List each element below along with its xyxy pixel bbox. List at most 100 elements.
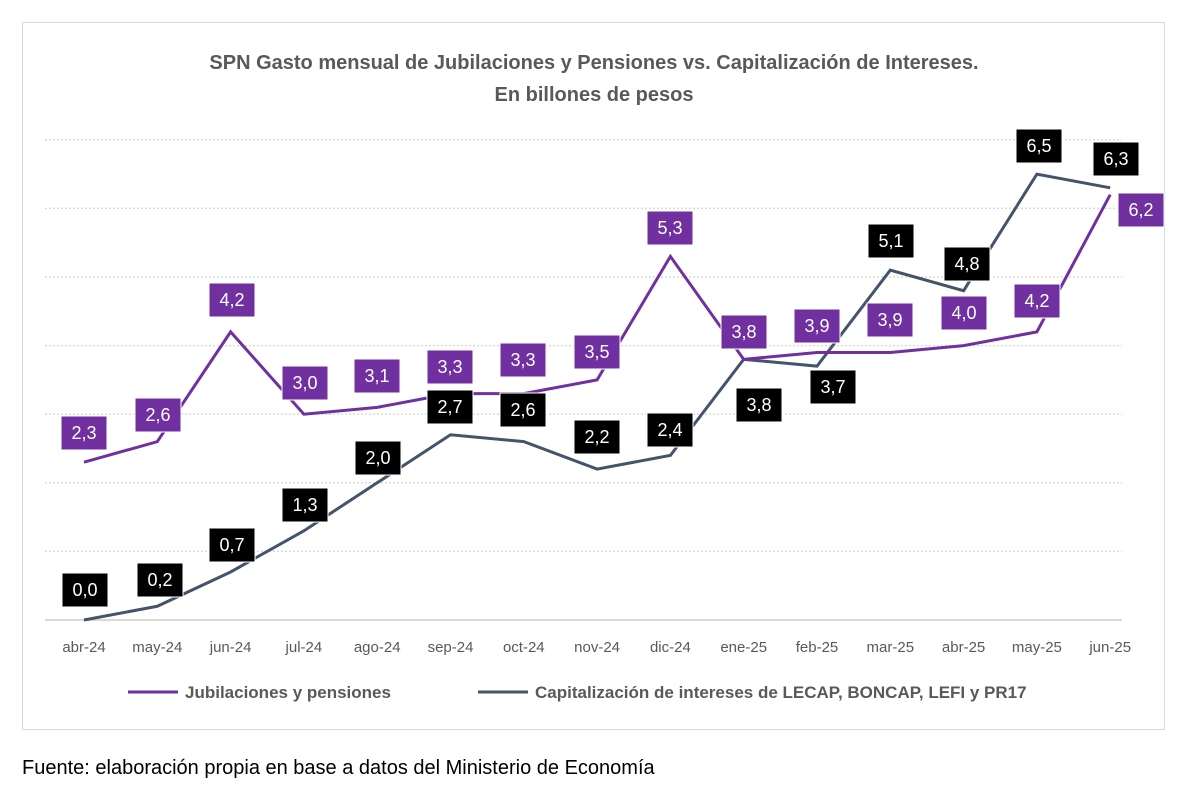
source-note: Fuente: elaboración propia en base a dat… — [22, 757, 655, 779]
data-label-box — [646, 210, 694, 246]
data-label: 2,3 — [60, 415, 108, 451]
data-label-box — [134, 397, 182, 433]
x-tick-label: dic-24 — [650, 639, 691, 656]
x-tick-label: may-24 — [132, 639, 182, 656]
data-label-text: 3,3 — [510, 350, 535, 370]
data-label: 3,9 — [866, 302, 914, 338]
x-tick-label: ago-24 — [354, 639, 401, 656]
data-label: 2,2 — [573, 419, 621, 455]
data-label: 3,8 — [720, 314, 768, 350]
legend-label-1: Capitalización de intereses de LECAP, BO… — [535, 683, 1027, 702]
data-label: 4,2 — [208, 282, 256, 318]
x-tick-label: oct-24 — [503, 639, 545, 656]
data-label: 6,2 — [1117, 192, 1165, 228]
chart-subtitle: En billones de pesos — [494, 84, 694, 106]
x-tick-label: abr-25 — [942, 639, 985, 656]
data-label-box — [940, 295, 988, 331]
data-label-box — [573, 419, 621, 455]
data-label-box — [281, 487, 329, 523]
data-label-box — [353, 358, 401, 394]
line-chart: abr-24 may-24 jun-24 jul-24 ago-24 sep-24 oct-… — [45, 128, 1165, 702]
data-label-text: 0,0 — [72, 580, 97, 600]
chart-title: SPN Gasto mensual de Jubilaciones y Pens… — [209, 52, 979, 74]
data-label: 6,5 — [1015, 128, 1063, 164]
data-label-box — [720, 314, 768, 350]
data-label: 2,6 — [499, 392, 547, 428]
data-label-text: 6,5 — [1026, 136, 1051, 156]
data-label: 1,3 — [281, 487, 329, 523]
data-label-box — [735, 387, 783, 423]
data-label-text: 3,1 — [364, 366, 389, 386]
data-label-box — [281, 365, 329, 401]
data-label-box — [867, 223, 915, 259]
data-label-text: 6,3 — [1103, 149, 1128, 169]
data-label-text: 2,6 — [145, 405, 170, 425]
data-label: 3,7 — [809, 369, 857, 405]
data-label-box — [809, 369, 857, 405]
data-label-text: 3,8 — [746, 395, 771, 415]
data-label-text: 6,2 — [1128, 200, 1153, 220]
data-label-box — [943, 246, 991, 282]
x-tick-label: sep-24 — [428, 639, 474, 656]
x-tick-label: mar-25 — [867, 639, 915, 656]
data-label-box — [354, 440, 402, 476]
data-label-box — [499, 392, 547, 428]
data-label-box — [793, 308, 841, 344]
data-label-text: 3,9 — [877, 310, 902, 330]
data-label-text: 3,0 — [292, 373, 317, 393]
data-label-text: 1,3 — [292, 495, 317, 515]
x-tick-label: jun-24 — [209, 639, 252, 656]
data-label-box — [1013, 283, 1061, 319]
x-tick-label: nov-24 — [574, 639, 620, 656]
data-label-text: 2,3 — [71, 423, 96, 443]
data-label: 4,2 — [1013, 283, 1061, 319]
data-label: 2,7 — [426, 389, 474, 425]
data-label-box — [1015, 128, 1063, 164]
series-line-0 — [83, 193, 1112, 464]
data-label-text: 2,6 — [510, 400, 535, 420]
data-label: 3,1 — [353, 358, 401, 394]
data-label: 4,8 — [943, 246, 991, 282]
data-label-box — [136, 562, 184, 598]
data-label-text: 3,5 — [584, 342, 609, 362]
data-label-text: 5,3 — [657, 218, 682, 238]
x-tick-label: may-25 — [1012, 639, 1062, 656]
data-label-box — [426, 349, 474, 385]
data-label-box — [1092, 141, 1140, 177]
data-label-box — [208, 282, 256, 318]
data-label-box — [60, 415, 108, 451]
data-label-box — [499, 342, 547, 378]
data-label-box — [426, 389, 474, 425]
data-label-text: 3,8 — [731, 322, 756, 342]
data-label-text: 2,7 — [437, 397, 462, 417]
data-label: 3,0 — [281, 365, 329, 401]
x-tick-label: jul-24 — [285, 639, 323, 656]
data-label: 0,7 — [208, 527, 256, 563]
data-label: 0,2 — [136, 562, 184, 598]
data-label-text: 0,7 — [219, 535, 244, 555]
chart-frame — [22, 22, 1165, 730]
x-tick-label: ene-25 — [720, 639, 767, 656]
data-label: 3,5 — [573, 334, 621, 370]
x-tick-label: jun-25 — [1088, 639, 1131, 656]
x-tick-label: feb-25 — [796, 639, 839, 656]
data-label-text: 4,2 — [1024, 291, 1049, 311]
data-label-box — [646, 412, 694, 448]
data-label: 6,3 — [1092, 141, 1140, 177]
data-label-text: 4,8 — [954, 254, 979, 274]
data-label: 3,3 — [499, 342, 547, 378]
data-label-text: 3,7 — [820, 377, 845, 397]
data-label: 2,6 — [134, 397, 182, 433]
data-label: 3,9 — [793, 308, 841, 344]
x-tick-label: abr-24 — [62, 639, 105, 656]
data-label: 2,4 — [646, 412, 694, 448]
data-label-box — [61, 572, 109, 608]
data-label: 4,0 — [940, 295, 988, 331]
data-label-box — [1117, 192, 1165, 228]
legend-label-0: Jubilaciones y pensiones — [185, 683, 391, 702]
data-label-text: 3,3 — [437, 357, 462, 377]
data-label-text: 4,0 — [951, 303, 976, 323]
data-label: 0,0 — [61, 572, 109, 608]
data-label-text: 5,1 — [878, 231, 903, 251]
data-label-text: 2,2 — [584, 427, 609, 447]
